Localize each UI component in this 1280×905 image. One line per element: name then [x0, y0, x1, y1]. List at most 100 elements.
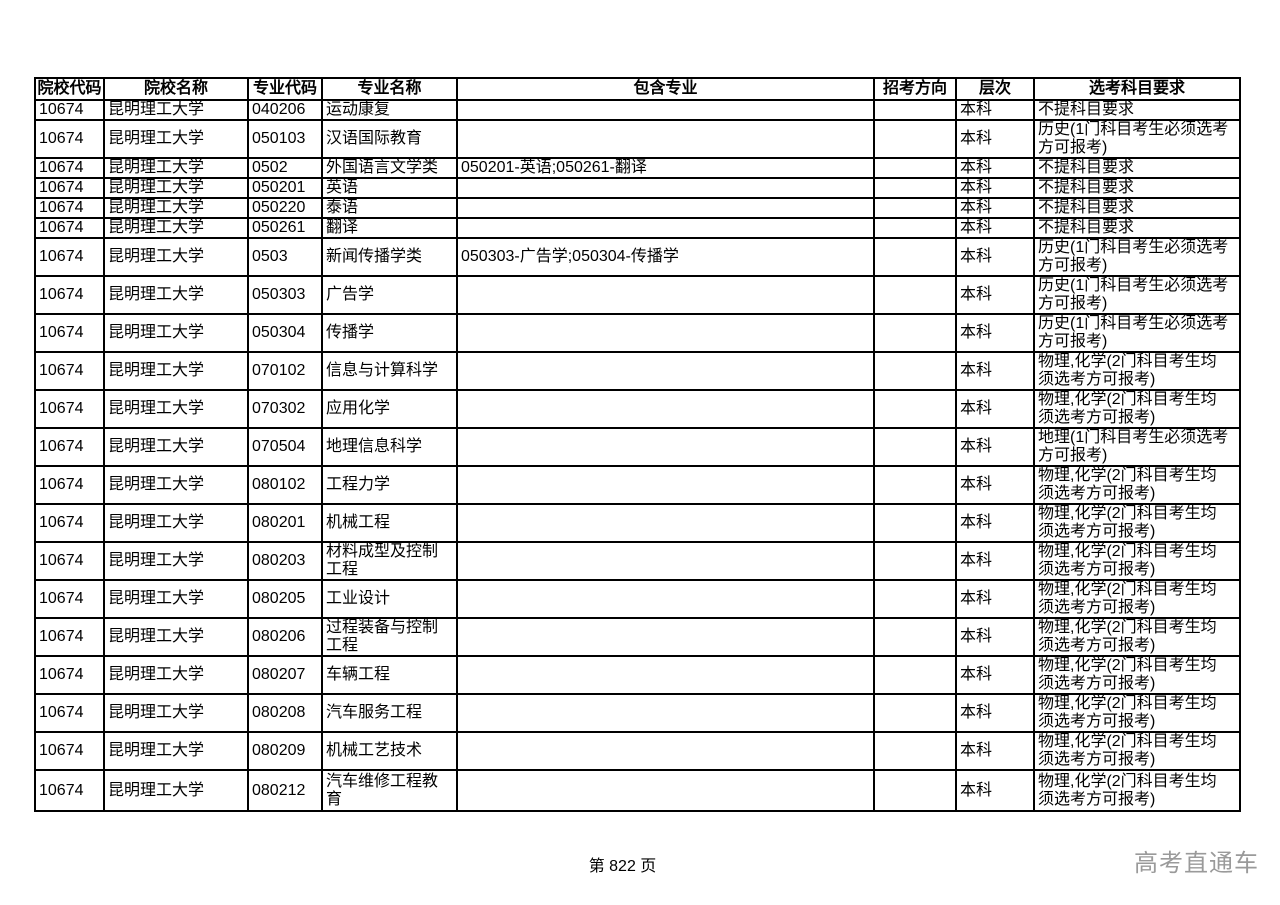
cell-level: 本科 — [955, 157, 1035, 179]
cell-included-majors — [456, 217, 875, 239]
cell-major-code: 050304 — [247, 313, 323, 353]
cell-included-majors — [456, 99, 875, 121]
cell-college-name: 昆明理工大学 — [103, 217, 249, 239]
cell-major-name: 传播学 — [321, 313, 458, 353]
cell-major-name: 机械工程 — [321, 503, 458, 543]
cell-level: 本科 — [955, 99, 1035, 121]
cell-major-code: 0502 — [247, 157, 323, 179]
cell-college-name: 昆明理工大学 — [103, 617, 249, 657]
cell-subject-req: 不提科目要求 — [1033, 197, 1241, 219]
cell-direction — [873, 655, 957, 695]
cell-subject-req: 不提科目要求 — [1033, 157, 1241, 179]
cell-subject-req: 地理(1门科目考生必须选考方可报考) — [1033, 427, 1241, 467]
cell-included-majors — [456, 351, 875, 391]
watermark: 高考直通车 — [1134, 850, 1259, 877]
cell-level: 本科 — [955, 177, 1035, 199]
cell-major-name: 翻译 — [321, 217, 458, 239]
cell-major-code: 070302 — [247, 389, 323, 429]
cell-subject-req: 不提科目要求 — [1033, 99, 1241, 121]
header-included-majors: 包含专业 — [456, 77, 875, 101]
table-row: 10674 昆明理工大学 0502 外国语言文学类 050201-英语;050261-翻… — [34, 157, 1241, 179]
cell-major-name: 过程装备与控制工程 — [321, 617, 458, 657]
cell-college-code: 10674 — [34, 731, 105, 771]
cell-included-majors — [456, 503, 875, 543]
cell-major-name: 材料成型及控制工程 — [321, 541, 458, 581]
cell-college-code: 10674 — [34, 389, 105, 429]
cell-major-code: 050220 — [247, 197, 323, 219]
cell-major-name: 新闻传播学类 — [321, 237, 458, 277]
cell-college-name: 昆明理工大学 — [103, 119, 249, 159]
cell-direction — [873, 731, 957, 771]
cell-included-majors — [456, 275, 875, 315]
cell-subject-req: 物理,化学(2门科目考生均须选考方可报考) — [1033, 617, 1241, 657]
cell-direction — [873, 157, 957, 179]
cell-level: 本科 — [955, 197, 1035, 219]
header-row: 院校代码 院校名称 专业代码 专业名称 包含专业 招考方向 层次 选考科目要求 — [34, 77, 1241, 101]
cell-major-name: 英语 — [321, 177, 458, 199]
cell-major-code: 080212 — [247, 769, 323, 812]
cell-college-name: 昆明理工大学 — [103, 693, 249, 733]
cell-subject-req: 历史(1门科目考生必须选考方可报考) — [1033, 237, 1241, 277]
cell-included-majors — [456, 769, 875, 812]
cell-subject-req: 物理,化学(2门科目考生均须选考方可报考) — [1033, 503, 1241, 543]
cell-included-majors — [456, 389, 875, 429]
cell-included-majors — [456, 313, 875, 353]
cell-included-majors — [456, 177, 875, 199]
cell-direction — [873, 237, 957, 277]
cell-included-majors — [456, 427, 875, 467]
cell-major-code: 040206 — [247, 99, 323, 121]
cell-direction — [873, 693, 957, 733]
cell-college-code: 10674 — [34, 579, 105, 619]
cell-college-code: 10674 — [34, 503, 105, 543]
cell-major-name: 泰语 — [321, 197, 458, 219]
cell-subject-req: 不提科目要求 — [1033, 177, 1241, 199]
table-row: 10674 昆明理工大学 070102 信息与计算科学 本科 物理,化学(2门科目考生均须… — [34, 351, 1241, 391]
cell-major-name: 信息与计算科学 — [321, 351, 458, 391]
cell-major-name: 广告学 — [321, 275, 458, 315]
cell-direction — [873, 99, 957, 121]
cell-college-name: 昆明理工大学 — [103, 275, 249, 315]
cell-major-name: 机械工艺技术 — [321, 731, 458, 771]
cell-major-code: 070102 — [247, 351, 323, 391]
cell-direction — [873, 465, 957, 505]
cell-level: 本科 — [955, 579, 1035, 619]
cell-college-name: 昆明理工大学 — [103, 197, 249, 219]
cell-college-code: 10674 — [34, 313, 105, 353]
cell-direction — [873, 617, 957, 657]
majors-table: 院校代码 院校名称 专业代码 专业名称 包含专业 招考方向 层次 选考科目要求 … — [34, 77, 1241, 812]
cell-college-name: 昆明理工大学 — [103, 99, 249, 121]
cell-college-code: 10674 — [34, 157, 105, 179]
page-number: 第 822 页 — [588, 858, 657, 875]
cell-subject-req: 历史(1门科目考生必须选考方可报考) — [1033, 313, 1241, 353]
cell-subject-req: 物理,化学(2门科目考生均须选考方可报考) — [1033, 389, 1241, 429]
header-college-code: 院校代码 — [34, 77, 105, 101]
cell-college-code: 10674 — [34, 237, 105, 277]
cell-level: 本科 — [955, 217, 1035, 239]
cell-college-name: 昆明理工大学 — [103, 351, 249, 391]
header-level: 层次 — [955, 77, 1035, 101]
cell-college-name: 昆明理工大学 — [103, 541, 249, 581]
cell-major-name: 汉语国际教育 — [321, 119, 458, 159]
cell-subject-req: 物理,化学(2门科目考生均须选考方可报考) — [1033, 465, 1241, 505]
cell-major-code: 080209 — [247, 731, 323, 771]
cell-major-code: 0503 — [247, 237, 323, 277]
table-row: 10674 昆明理工大学 040206 运动康复 本科 不提科目要求 — [34, 99, 1241, 121]
table-row: 10674 昆明理工大学 050220 泰语 本科 不提科目要求 — [34, 197, 1241, 219]
cell-college-name: 昆明理工大学 — [103, 427, 249, 467]
cell-major-name: 工业设计 — [321, 579, 458, 619]
cell-level: 本科 — [955, 237, 1035, 277]
cell-major-code: 080206 — [247, 617, 323, 657]
table-row: 10674 昆明理工大学 0503 新闻传播学类 050303-广告学;050304-传… — [34, 237, 1241, 277]
cell-level: 本科 — [955, 119, 1035, 159]
cell-level: 本科 — [955, 351, 1035, 391]
header-subject-req: 选考科目要求 — [1033, 77, 1241, 101]
page-footer: 第 822 页 — [0, 852, 1245, 876]
cell-included-majors — [456, 465, 875, 505]
cell-included-majors — [456, 693, 875, 733]
cell-college-code: 10674 — [34, 541, 105, 581]
cell-major-code: 050261 — [247, 217, 323, 239]
cell-included-majors — [456, 731, 875, 771]
cell-college-name: 昆明理工大学 — [103, 465, 249, 505]
header-major-name: 专业名称 — [321, 77, 458, 101]
